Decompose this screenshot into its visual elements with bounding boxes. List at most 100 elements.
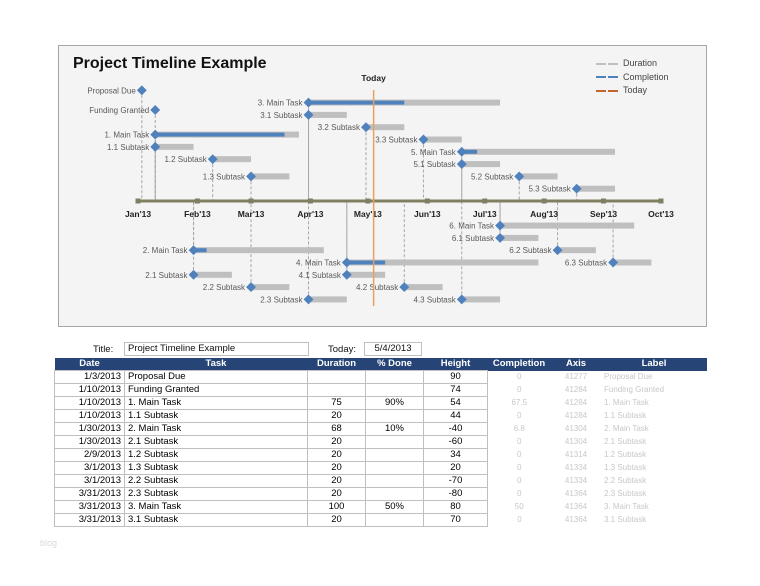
table-cell[interactable]	[365, 383, 424, 397]
table-cell[interactable]	[365, 448, 424, 462]
axis-tick-label: Oct'13	[648, 209, 674, 219]
table-cell[interactable]: 1/10/2013	[54, 409, 125, 423]
table-cell[interactable]: 90	[423, 370, 488, 384]
table-cell: 3. Main Task	[604, 502, 649, 511]
table-cell[interactable]: 80	[423, 500, 488, 514]
table-cell[interactable]: 2. Main Task	[124, 422, 308, 436]
table-cell[interactable]: 20	[307, 435, 366, 449]
table-cell[interactable]: 2.3 Subtask	[124, 487, 308, 501]
table-cell[interactable]: 20	[307, 474, 366, 488]
table-cell[interactable]: 1/30/2013	[54, 422, 125, 436]
table-cell[interactable]: 20	[307, 448, 366, 462]
column-header[interactable]: Label	[601, 358, 707, 371]
table-cell[interactable]: 1/30/2013	[54, 435, 125, 449]
table-cell: 0	[517, 385, 522, 394]
table-cell[interactable]: -40	[423, 422, 488, 436]
table-cell[interactable]: 50%	[365, 500, 424, 514]
milestone-diamond	[571, 183, 582, 194]
table-row: 3/31/2013 3.1 Subtask 20 70 0 41364 3.1 Subtas…	[54, 513, 708, 527]
table-cell[interactable]: -80	[423, 487, 488, 501]
column-header[interactable]: Duration	[307, 358, 366, 371]
table-cell[interactable]	[365, 474, 424, 488]
table-cell[interactable]	[365, 513, 424, 527]
table-row: 1/30/2013 2.1 Subtask 20 -60 0 41304 2.1 Subta…	[54, 435, 708, 449]
column-header[interactable]: Axis	[551, 358, 601, 371]
table-cell[interactable]: 70	[423, 513, 488, 527]
table-cell: 0	[517, 463, 522, 472]
table-cell[interactable]: 54	[423, 396, 488, 410]
table-cell[interactable]: 1.3 Subtask	[124, 461, 308, 475]
table-row: 1/10/2013 1.1 Subtask 20 44 0 41284 1.1 Subtas…	[54, 409, 708, 423]
today-input[interactable]: 5/4/2013	[364, 342, 422, 356]
table-cell[interactable]: 20	[307, 513, 366, 527]
table-cell: 6.8	[513, 424, 525, 433]
milestone-diamond	[514, 171, 525, 182]
completion-bar	[193, 248, 207, 253]
table-cell[interactable]: 44	[423, 409, 488, 423]
table-cell[interactable]: 10%	[365, 422, 424, 436]
table-cell: 41284	[564, 385, 588, 394]
table-cell[interactable]: 1/3/2013	[54, 370, 125, 384]
table-cell[interactable]: 3/31/2013	[54, 487, 125, 501]
table-cell[interactable]	[365, 409, 424, 423]
table-cell[interactable]: 3/1/2013	[54, 474, 125, 488]
axis-tick-label: Jan'13	[125, 209, 151, 219]
table-cell[interactable]: -70	[423, 474, 488, 488]
table-cell[interactable]: 74	[423, 383, 488, 397]
column-header[interactable]: Date	[54, 358, 125, 371]
table-cell[interactable]: 3/1/2013	[54, 461, 125, 475]
completion-bar	[155, 132, 285, 137]
table-cell[interactable]: 34	[423, 448, 488, 462]
table-cell[interactable]: 1. Main Task	[124, 396, 308, 410]
axis-tick	[248, 198, 254, 204]
table-cell[interactable]: 2/9/2013	[54, 448, 125, 462]
table-cell[interactable]: 3/31/2013	[54, 500, 125, 514]
task-label: Proposal Due	[87, 86, 136, 95]
task-label: 1.1 Subtask	[107, 143, 150, 152]
table-cell[interactable]	[307, 370, 366, 384]
table-cell[interactable]: 3/31/2013	[54, 513, 125, 527]
table-cell[interactable]: 3.1 Subtask	[124, 513, 308, 527]
milestone-diamond	[246, 171, 256, 182]
table-cell[interactable]: 1.1 Subtask	[124, 409, 308, 423]
table-cell[interactable]	[365, 461, 424, 475]
table-cell[interactable]: Proposal Due	[124, 370, 308, 384]
table-cell[interactable]: 2.2 Subtask	[124, 474, 308, 488]
milestone-diamond	[303, 97, 314, 108]
table-cell[interactable]: 1/10/2013	[54, 383, 125, 397]
table-cell[interactable]: 1.2 Subtask	[124, 448, 308, 462]
duration-bar	[461, 148, 616, 155]
column-header[interactable]: Completion	[487, 358, 551, 371]
task-label: 1. Main Task	[104, 131, 150, 140]
table-cell[interactable]: -60	[423, 435, 488, 449]
table-cell[interactable]: 3. Main Task	[124, 500, 308, 514]
table-cell[interactable]: 20	[307, 487, 366, 501]
data-table: Date Task Duration% Done Height Completion Ax…	[54, 358, 708, 527]
table-cell[interactable]: Funding Granted	[124, 383, 308, 397]
table-cell[interactable]	[365, 370, 424, 384]
table-cell[interactable]: 68	[307, 422, 366, 436]
table-cell[interactable]: 1/10/2013	[54, 396, 125, 410]
table-cell[interactable]	[365, 487, 424, 501]
table-row: 3/1/2013 1.3 Subtask 20 20 0 41334 1.3 Subtask	[54, 461, 708, 475]
table-cell[interactable]	[307, 383, 366, 397]
table-cell[interactable]: 20	[423, 461, 488, 475]
title-input[interactable]: Project Timeline Example	[124, 342, 309, 356]
column-header[interactable]: Task	[124, 358, 308, 371]
milestone-diamond	[495, 220, 506, 231]
column-header[interactable]: % Done	[365, 358, 424, 371]
table-cell: 41334	[564, 463, 588, 472]
table-cell[interactable]	[365, 435, 424, 449]
table-cell[interactable]: 75	[307, 396, 366, 410]
table-row: 1/10/2013 1. Main Task 75 90% 54 67.5 41284 1. …	[54, 396, 708, 410]
table-cell[interactable]: 20	[307, 461, 366, 475]
duration-bar	[308, 111, 347, 118]
task-label: 6. Main Task	[449, 222, 495, 231]
column-header[interactable]: Height	[423, 358, 488, 371]
table-cell[interactable]: 2.1 Subtask	[124, 435, 308, 449]
table-cell[interactable]: 90%	[365, 396, 424, 410]
table-cell[interactable]: 100	[307, 500, 366, 514]
axis-tick-label: Jul'13	[473, 209, 497, 219]
duration-bar	[519, 173, 558, 180]
table-cell[interactable]: 20	[307, 409, 366, 423]
